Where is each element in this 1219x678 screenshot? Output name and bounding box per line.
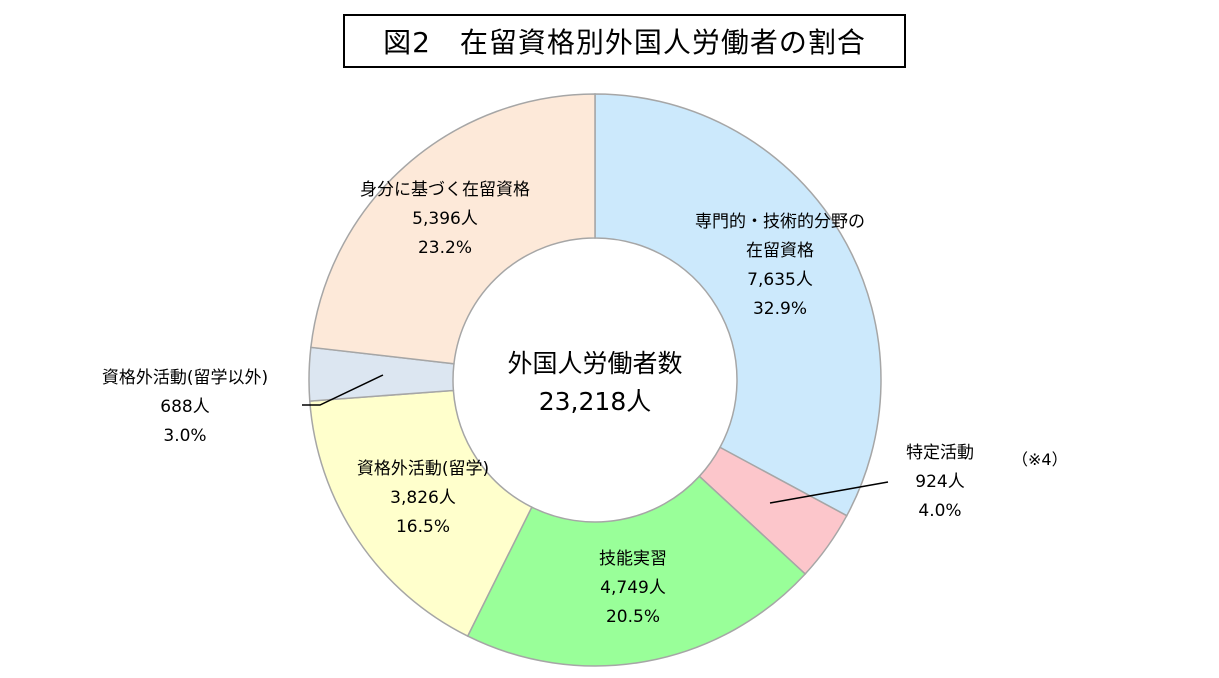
slice-professional: [594, 93, 882, 517]
chart-title: 図2 在留資格別外国人労働者の割合: [343, 14, 906, 68]
center-title: 外国人労働者数: [507, 349, 683, 378]
label-professional: 専門的・技術的分野の 在留資格 7,635人 32.9%: [695, 212, 865, 319]
center-total: 23,218人: [538, 387, 652, 416]
leader-line-designated-activities: [769, 481, 889, 504]
leader-line-non-student: [302, 374, 384, 406]
label-designated-activities: 特定活動 924人 4.0%: [906, 443, 974, 521]
center-label: 外国人労働者数 23,218人: [455, 345, 735, 421]
note-marker: （※4）: [1012, 450, 1068, 469]
label-student: 資格外活動(留学) 3,826人 16.5%: [356, 459, 490, 537]
slice-student: [308, 389, 533, 638]
slice-technical-intern: [466, 475, 807, 667]
label-status-based: 身分に基づく在留資格 5,396人 23.2%: [360, 180, 530, 258]
slice-status-based: [310, 93, 596, 365]
label-non-student: 資格外活動(留学以外) 688人 3.0%: [101, 368, 269, 446]
label-technical-intern: 技能実習 4,749人 20.5%: [599, 549, 667, 627]
